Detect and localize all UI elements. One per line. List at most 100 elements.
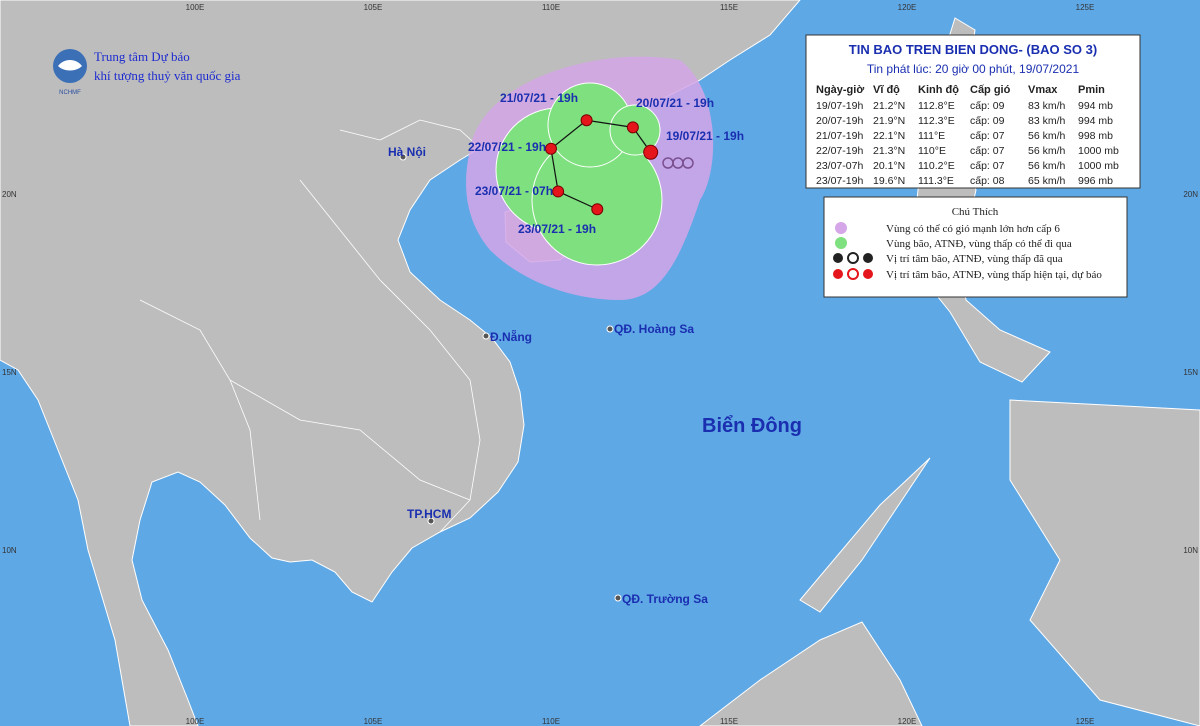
lon-label: 120E: [898, 717, 917, 726]
info-cell: 56 km/h: [1028, 130, 1066, 142]
info-column: Pmin: [1078, 84, 1105, 96]
storm-position: [552, 185, 565, 198]
info-cell: 110.2°E: [918, 160, 955, 172]
legend-item: Vùng bão, ATNĐ, vùng thấp có thể đi qua: [886, 238, 1072, 250]
logo-text: NCHMF: [59, 90, 81, 96]
info-subtitle: Tin phát lúc: 20 giờ 00 phút, 19/07/2021: [867, 62, 1080, 76]
lat-label: 15N: [1183, 368, 1198, 377]
info-cell: 19.6°N: [873, 175, 905, 187]
info-cell: cấp: 07: [970, 130, 1005, 142]
info-cell: 19/07-19h: [816, 100, 863, 112]
past-track: [662, 157, 694, 169]
info-column: Ngày-giờ: [816, 84, 864, 96]
info-cell: 83 km/h: [1028, 100, 1066, 112]
place-dot: [427, 517, 435, 525]
info-cell: cấp: 07: [970, 160, 1005, 172]
info-cell: 111.3°E: [918, 175, 954, 187]
lon-label: 100E: [186, 717, 205, 726]
lat-label: 10N: [2, 546, 17, 555]
info-cell: 20/07-19h: [816, 115, 863, 127]
lon-label: 110E: [542, 717, 560, 726]
sea-label: Biển Đông: [702, 415, 802, 437]
info-cell: 21.2°N: [873, 100, 905, 112]
info-column: Cấp gió: [970, 84, 1011, 96]
legend-symbol: [863, 253, 873, 263]
track-label: 23/07/21 - 07h: [475, 184, 553, 198]
storm-position: [591, 203, 604, 216]
place-label: Đ.Nẵng: [490, 329, 532, 344]
info-cell: 83 km/h: [1028, 115, 1066, 127]
track-label: 21/07/21 - 19h: [500, 91, 578, 105]
lon-label: 125E: [1076, 717, 1095, 726]
track-label: 20/07/21 - 19h: [636, 96, 714, 110]
org-name: khí tượng thuỷ văn quốc gia: [94, 68, 241, 83]
info-cell: 998 mb: [1078, 130, 1113, 142]
lat-label: 10N: [1183, 546, 1198, 555]
info-cell: cấp: 07: [970, 145, 1005, 157]
legend-symbol: [847, 252, 859, 264]
legend-symbol: [833, 253, 843, 263]
legend-item: Vùng có thể có gió mạnh lớn hơn cấp 6: [886, 223, 1060, 235]
info-cell: 994 mb: [1078, 100, 1113, 112]
lat-label: 20N: [1183, 190, 1198, 199]
info-cell: 994 mb: [1078, 115, 1113, 127]
lon-label: 110E: [542, 3, 560, 12]
lon-label: 125E: [1076, 3, 1095, 12]
lat-label: 20N: [2, 190, 17, 199]
legend: Chú Thích Vùng có thể có gió mạnh lớn hơn…: [823, 196, 1128, 298]
info-cell: 21.3°N: [873, 145, 905, 157]
info-cell: 23/07-07h: [816, 160, 863, 172]
lon-label: 120E: [898, 3, 917, 12]
info-column: Vĩ độ: [873, 84, 900, 96]
place-label: QĐ. Hoàng Sa: [614, 322, 694, 336]
info-cell: 23/07-19h: [816, 175, 863, 187]
lat-label: 15N: [2, 368, 17, 377]
info-cell: 22/07-19h: [816, 145, 863, 157]
info-cell: cấp: 08: [970, 175, 1005, 187]
info-cell: 20.1°N: [873, 160, 905, 172]
info-cell: 1000 mb: [1078, 145, 1119, 157]
logo-wave: [58, 60, 82, 71]
info-cell: 1000 mb: [1078, 160, 1119, 172]
legend-swatch: [835, 237, 847, 249]
legend-title: Chú Thích: [952, 206, 999, 218]
legend-item: Vị trí tâm bão, ATNĐ, vùng thấp hiện tại…: [886, 269, 1102, 281]
header: NCHMF Trung tâm Dự báo khí tượng thuỷ vă…: [53, 49, 241, 96]
place-label: TP.HCM: [407, 507, 451, 521]
info-title: TIN BAO TREN BIEN DONG- (BAO SO 3): [849, 42, 1097, 57]
info-cell: 21.9°N: [873, 115, 905, 127]
info-column: Kinh độ: [918, 84, 959, 96]
info-cell: cấp: 09: [970, 100, 1005, 112]
legend-symbol: [847, 268, 859, 280]
borders: [139, 119, 481, 533]
info-cell: 110°E: [918, 145, 946, 157]
place-dot: [614, 594, 622, 602]
legend-item: Vị trí tâm bão, ATNĐ, vùng thấp đã qua: [886, 253, 1063, 265]
place-label: QĐ. Trường Sa: [622, 592, 708, 606]
lon-label: 100E: [186, 3, 205, 12]
storm-position: [643, 144, 659, 160]
legend-swatch: [835, 222, 847, 234]
info-cell: 56 km/h: [1028, 145, 1066, 157]
lon-label: 115E: [720, 717, 738, 726]
info-cell: 112.8°E: [918, 100, 955, 112]
info-cell: 21/07-19h: [816, 130, 863, 142]
lon-label: 105E: [364, 3, 383, 12]
storm-position: [626, 121, 639, 134]
place-dot: [482, 332, 490, 340]
storm-position: [580, 114, 593, 127]
lon-label: 115E: [720, 3, 738, 12]
org-name: Trung tâm Dự báo: [94, 49, 190, 64]
place-dot: [399, 153, 407, 161]
track-label: 22/07/21 - 19h: [468, 140, 546, 154]
info-cell: 112.3°E: [918, 115, 955, 127]
track-label: 23/07/21 - 19h: [518, 222, 596, 236]
legend-symbol: [833, 269, 843, 279]
storm-position: [545, 142, 557, 155]
info-cell: 65 km/h: [1028, 175, 1066, 187]
info-box-frame: [805, 34, 1141, 189]
info-cell: 111°E: [918, 130, 945, 142]
info-cell: 22.1°N: [873, 130, 905, 142]
info-cell: 56 km/h: [1028, 160, 1066, 172]
